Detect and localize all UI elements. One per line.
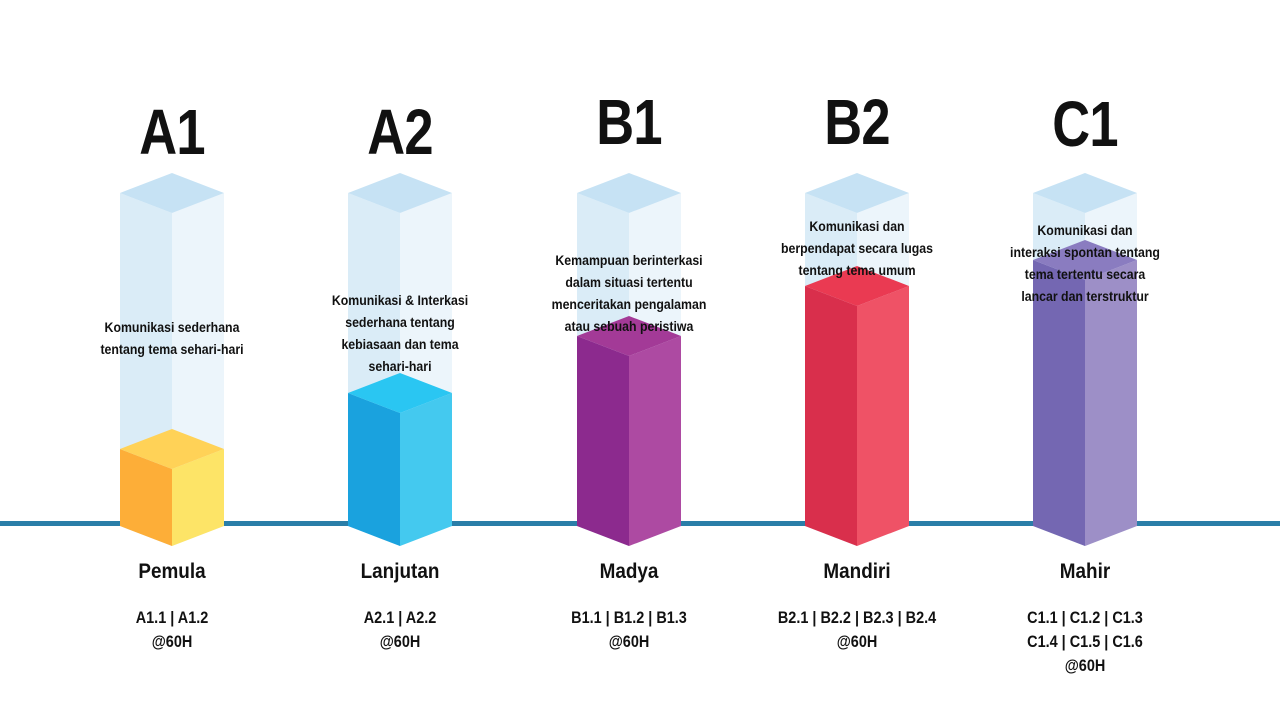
level-bar-top-face (577, 316, 681, 356)
level-pillar (577, 173, 681, 546)
level-description: Komunikasi sederhana tentang tema sehari… (100, 319, 244, 357)
ghost-pillar-top-face (348, 173, 452, 213)
level-name: Pemula (138, 560, 206, 583)
level-bar-right-face (629, 336, 681, 546)
level-c1: C1 Komunikasi dan interaksi spontan tenta… (970, 0, 1200, 719)
sub-level-line: B1.1 | B1.2 | B1.3 (571, 608, 687, 627)
level-a2: A2 Komunikasi & Interkasi sederhana tenta… (285, 0, 515, 719)
sub-level-line: @60H (1064, 656, 1106, 675)
level-code: C1 (1052, 88, 1118, 160)
level-description: Komunikasi dan interaksi spontan tentang… (1010, 222, 1160, 304)
level-name: Mandiri (823, 560, 891, 583)
level-code: B1 (596, 86, 662, 158)
level-bar-left-face (1033, 260, 1085, 546)
sub-level-line: A2.1 | A2.2 (363, 608, 437, 627)
level-code: B2 (824, 86, 890, 158)
sub-level-line: C1.1 | C1.2 | C1.3 (1027, 608, 1143, 627)
ghost-pillar-top-face (1033, 173, 1137, 213)
level-pillar (120, 173, 224, 546)
level-name: Lanjutan (360, 560, 440, 583)
level-bar-left-face (348, 393, 400, 546)
level-code: A1 (139, 96, 205, 168)
sub-level-list: A1.1 | A1.2 @60H (74, 606, 270, 654)
level-bar-right-face (172, 449, 224, 546)
sub-level-line: B2.1 | B2.2 | B2.3 | B2.4 (777, 608, 937, 627)
level-bar-right-face (857, 286, 909, 546)
level-bar-left-face (805, 286, 857, 546)
level-bar-right-face (400, 393, 452, 546)
sub-level-line: @60H (151, 632, 193, 651)
sub-level-line: @60H (608, 632, 650, 651)
sub-level-line: C1.4 | C1.5 | C1.6 (1027, 632, 1143, 651)
level-description: Kemampuan berinterkasi dalam situasi ter… (551, 252, 707, 334)
level-bar-left-face (577, 336, 629, 546)
ghost-pillar-top-face (120, 173, 224, 213)
sub-level-line: A1.1 | A1.2 (135, 608, 209, 627)
level-bar-top-face (120, 429, 224, 469)
sub-level-list: B2.1 | B2.2 | B2.3 | B2.4 @60H (759, 606, 955, 654)
sub-level-list: B1.1 | B1.2 | B1.3 @60H (531, 606, 727, 654)
sub-level-line: @60H (379, 632, 421, 651)
level-name: Mahir (1059, 560, 1111, 583)
level-pillar (805, 173, 909, 546)
level-bar-top-face (1033, 240, 1137, 280)
level-bar-top-face (348, 373, 452, 413)
level-a1: A1 Komunikasi sederhana tentang tema seha… (57, 0, 287, 719)
level-code: A2 (367, 96, 433, 168)
level-name: Madya (599, 560, 659, 583)
sub-level-list: A2.1 | A2.2 @60H (302, 606, 498, 654)
level-b2: B2 Komunikasi dan berpendapat secara luga… (742, 0, 972, 719)
sub-level-line: @60H (836, 632, 878, 651)
level-description: Komunikasi & Interkasi sederhana tentang… (331, 292, 469, 374)
level-pillar (348, 173, 452, 546)
level-pillar (1033, 173, 1137, 546)
level-description: Komunikasi dan berpendapat secara lugas … (780, 218, 934, 278)
level-b1: B1 Kemampuan berinterkasi dalam situasi t… (514, 0, 744, 719)
ghost-pillar-top-face (805, 173, 909, 213)
sub-level-list: C1.1 | C1.2 | C1.3 C1.4 | C1.5 | C1.6 @60H (987, 606, 1183, 678)
level-bar-top-face (805, 266, 909, 306)
level-bar-right-face (1085, 260, 1137, 546)
ghost-pillar-top-face (577, 173, 681, 213)
level-bar-left-face (120, 449, 172, 546)
